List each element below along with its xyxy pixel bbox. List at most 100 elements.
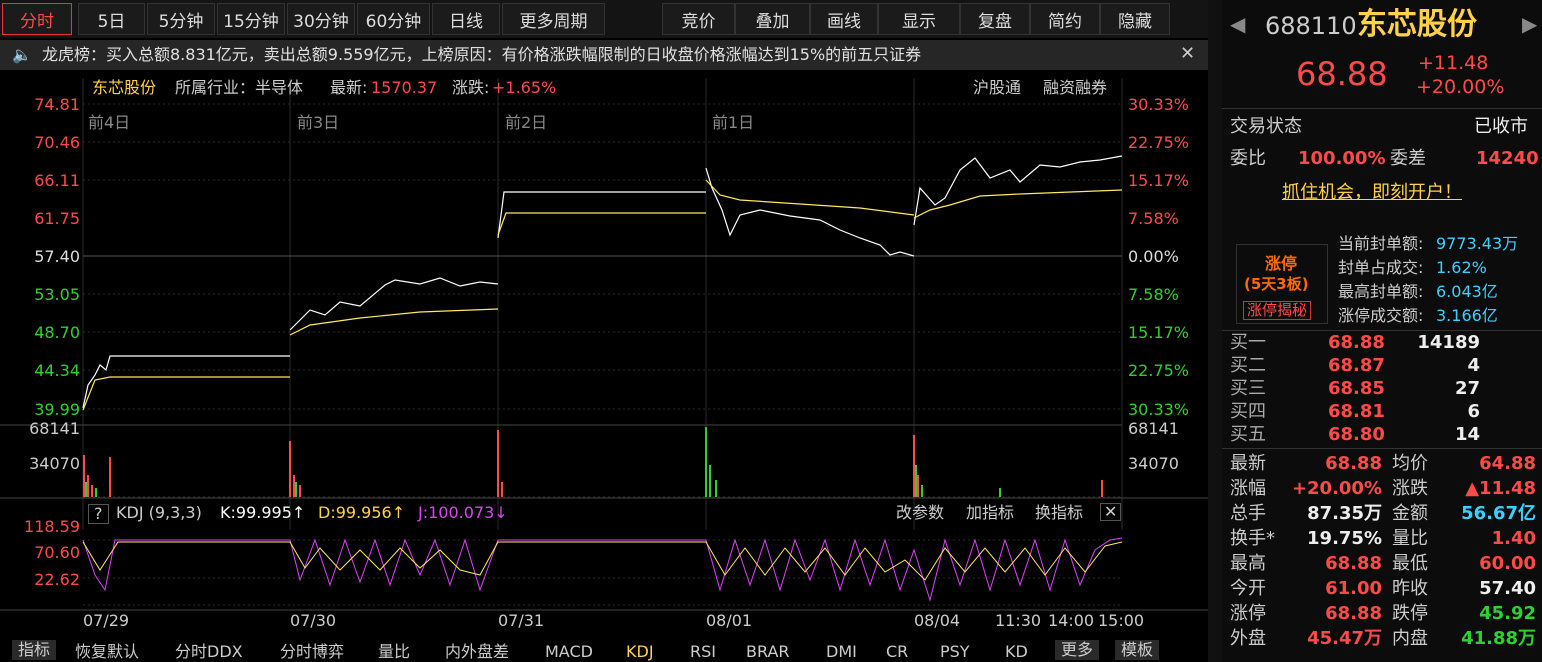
stat-label: 均价: [1392, 453, 1428, 474]
close-kdj[interactable]: ✕: [1100, 503, 1122, 521]
indicator-tab[interactable]: MACD: [545, 642, 593, 661]
stock-name: 东芯股份: [1357, 7, 1477, 42]
price-tick: 74.81: [34, 95, 80, 114]
change-pct: +20.00%: [1416, 76, 1505, 98]
tool-button[interactable]: 复盘: [960, 3, 1030, 35]
pct-tick: 22.75%: [1128, 133, 1189, 152]
period-tab[interactable]: 60分钟: [357, 3, 430, 35]
limit-box: [1236, 244, 1328, 324]
period-tab[interactable]: 分时: [2, 3, 72, 35]
notice-bar: [0, 40, 1208, 70]
kdj-action[interactable]: 改参数: [896, 503, 945, 522]
indicator-tab[interactable]: 模板: [1115, 640, 1160, 660]
tool-button[interactable]: 显示: [878, 3, 960, 35]
kdj-tick: 22.62: [34, 570, 80, 589]
diff-value: 14240: [1476, 148, 1539, 169]
kdj-action[interactable]: 加指标: [966, 503, 1015, 522]
ratio-value: 100.00%: [1298, 148, 1386, 169]
indicator-tab[interactable]: 分时博弈: [280, 642, 345, 661]
link[interactable]: 融资融券: [1043, 78, 1108, 97]
stat-label: 涨幅: [1230, 478, 1266, 499]
bid-price: 68.81: [1328, 401, 1385, 422]
indicator-tab[interactable]: CR: [886, 642, 909, 661]
help-button[interactable]: ?: [88, 504, 109, 524]
indicator-tab[interactable]: KDJ: [626, 642, 654, 661]
pct-tick: 30.33%: [1128, 95, 1189, 114]
tool-button[interactable]: 叠加: [735, 3, 810, 35]
link[interactable]: 沪股通: [973, 78, 1022, 97]
limit-stat-value: 3.166亿: [1436, 306, 1498, 325]
limit-stat-value: 6.043亿: [1436, 282, 1498, 301]
stat-label: 最新: [1230, 453, 1266, 474]
stat-value: 68.88: [1325, 553, 1382, 574]
indicator-tab[interactable]: 量比: [378, 642, 411, 661]
stat-label: 最低: [1392, 553, 1428, 574]
close-icon[interactable]: ✕: [1180, 43, 1196, 64]
indicator-tab[interactable]: BRAR: [746, 642, 790, 661]
notice: 龙虎榜：买入总额8.831亿元，卖出总额9.559亿元，上榜原因：有价格涨跌幅限…: [42, 45, 922, 64]
indicator-tab[interactable]: 恢复默认: [75, 642, 140, 661]
promo[interactable]: 抓住机会，即刻开户！: [1282, 182, 1462, 203]
limit-stat-label: 封单占成交:: [1338, 258, 1424, 277]
price-tick: 57.40: [34, 247, 80, 266]
indicator-tab[interactable]: 更多: [1055, 640, 1100, 660]
tool-button[interactable]: 简约: [1030, 3, 1100, 35]
period-tab[interactable]: 5分钟: [147, 3, 215, 35]
tool-button[interactable]: 竞价: [662, 3, 735, 35]
separators: [0, 424, 1208, 611]
stat-value: 68.88: [1325, 603, 1382, 624]
stat-value: 87.35万: [1307, 503, 1382, 524]
status-value: 已收市: [1474, 116, 1528, 137]
change: +11.48: [1418, 52, 1489, 74]
kdj-j: J:100.073↓: [418, 503, 508, 522]
change-value: +1.65%: [492, 78, 557, 97]
pct-tick: 15.17%: [1128, 171, 1189, 190]
time-tick: 14:00: [1048, 611, 1095, 630]
stat-label: 量比: [1392, 528, 1428, 549]
quote-panel: [1222, 0, 1542, 662]
divider: [1222, 330, 1542, 331]
volume-tick: 68141: [29, 419, 80, 438]
stock-name: 东芯股份: [92, 78, 157, 97]
indicator-tab[interactable]: RSI: [690, 642, 716, 661]
stat-value: 45.47万: [1307, 628, 1382, 649]
bid-label: 买二: [1230, 355, 1266, 376]
indicator-tab[interactable]: DMI: [826, 642, 857, 661]
tool-button[interactable]: 隐藏: [1100, 3, 1170, 35]
stat-label: 涨停: [1230, 603, 1266, 624]
grid: [0, 78, 1208, 611]
time-tick: 08/01: [706, 611, 753, 630]
d-line: [82, 541, 1123, 581]
tool-button[interactable]: 画线: [810, 3, 878, 35]
period-tab[interactable]: 15分钟: [217, 3, 285, 35]
diff-label: 委差: [1390, 148, 1426, 169]
time-tick: 07/30: [290, 611, 337, 630]
stat-label: 总手: [1230, 503, 1266, 524]
volume-up: [83, 430, 1103, 497]
period-tab[interactable]: 日线: [432, 3, 500, 35]
stat-label: 内盘: [1392, 628, 1428, 649]
pct-tick: 0.00%: [1128, 247, 1179, 266]
period-tab[interactable]: 30分钟: [287, 3, 355, 35]
stat-label: 昨收: [1392, 578, 1428, 599]
kdj-tick: 70.60: [34, 543, 80, 562]
bid-label: 买一: [1230, 332, 1266, 353]
kdj-action[interactable]: 换指标: [1035, 503, 1084, 522]
splitter[interactable]: [1208, 0, 1222, 662]
indicator-tab[interactable]: 指标: [12, 640, 57, 660]
industry: 所属行业：半导体: [175, 78, 304, 97]
latest-label: 最新:: [330, 78, 368, 97]
limit-button[interactable]: 涨停揭秘: [1243, 301, 1312, 320]
indicator-tab[interactable]: PSY: [940, 642, 970, 661]
stat-value: +20.00%: [1291, 478, 1382, 499]
stat-value: 56.67亿: [1461, 503, 1536, 524]
volume-bars: [83, 427, 1103, 497]
period-tab[interactable]: 5日: [78, 3, 145, 35]
bid-label: 买三: [1230, 378, 1266, 399]
indicator-tab[interactable]: 分时DDX: [175, 642, 243, 661]
indicator-tab[interactable]: KD: [1005, 642, 1028, 661]
period-tab[interactable]: 更多周期: [502, 3, 605, 35]
indicator-tab[interactable]: 内外盘差: [445, 642, 510, 661]
limit-title: 涨停: [1265, 254, 1298, 273]
